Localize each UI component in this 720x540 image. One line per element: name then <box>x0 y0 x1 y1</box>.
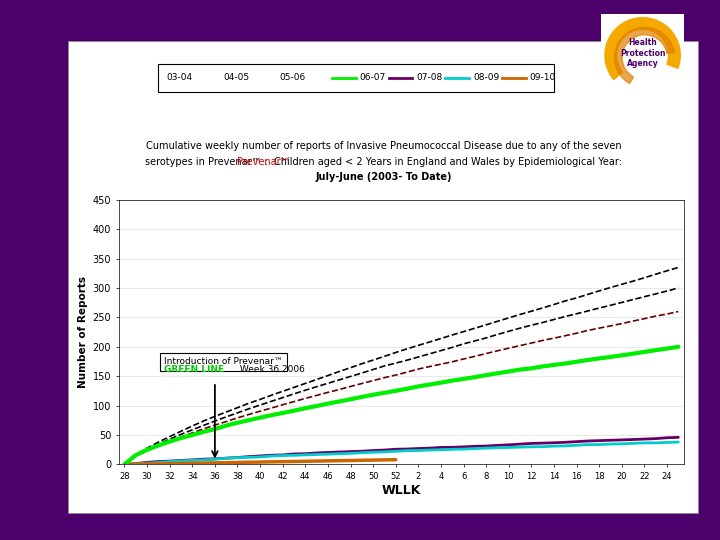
Text: July-June (2003- To Date): July-June (2003- To Date) <box>315 172 451 182</box>
Wedge shape <box>605 18 680 79</box>
X-axis label: WLLK: WLLK <box>382 484 421 497</box>
Text: serotypes in Prevenar™ :  Children aged < 2 Years in England and Wales by Epidem: serotypes in Prevenar™ : Children aged <… <box>145 157 622 167</box>
Text: 06-07: 06-07 <box>360 73 386 82</box>
Text: 07-08: 07-08 <box>416 73 443 82</box>
Wedge shape <box>615 28 675 84</box>
Y-axis label: Number of Reports: Number of Reports <box>78 276 89 388</box>
Text: 03-04: 03-04 <box>166 73 192 82</box>
Text: Health
Protection
Agency: Health Protection Agency <box>620 38 665 68</box>
Text: Introduction of Prevenar™: Introduction of Prevenar™ <box>164 357 283 366</box>
Text: Prevenar™: Prevenar™ <box>237 157 291 167</box>
Text: 05-06: 05-06 <box>279 73 306 82</box>
Text: 04-05: 04-05 <box>223 73 249 82</box>
Text: 09-10: 09-10 <box>529 73 556 82</box>
Text: Cumulative weekly number of reports of Invasive Pneumococcal Disease due to any : Cumulative weekly number of reports of I… <box>145 141 621 151</box>
Text: GREEN LINE: GREEN LINE <box>164 366 224 374</box>
Text: Week 36 2006: Week 36 2006 <box>238 366 305 374</box>
Text: 08-09: 08-09 <box>473 73 499 82</box>
